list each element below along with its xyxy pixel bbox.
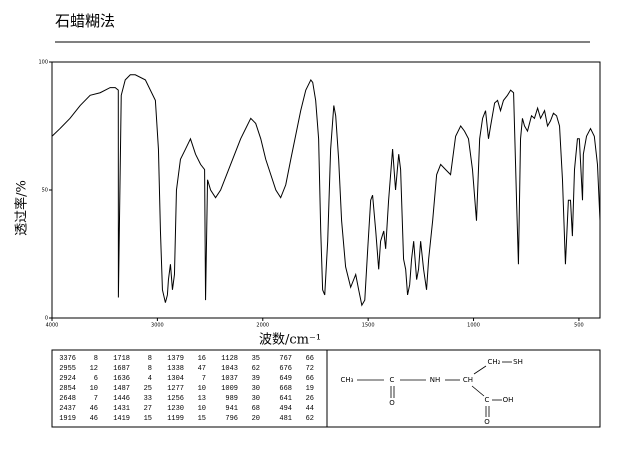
peak-transmittance: 30 [252, 395, 260, 403]
title: 石蜡糊法 [55, 12, 115, 30]
peak-wavenumber: 1431 [113, 405, 130, 413]
peak-transmittance: 15 [198, 415, 206, 423]
x-tick-label: 2000 [256, 323, 269, 329]
peak-wavenumber: 941 [225, 405, 238, 413]
structure-label: NH [430, 376, 441, 384]
peak-wavenumber: 481 [279, 415, 292, 423]
peak-transmittance: 66 [306, 355, 314, 363]
peak-wavenumber: 1487 [113, 385, 130, 393]
x-tick-label: 4000 [46, 323, 59, 329]
peak-transmittance: 20 [252, 415, 260, 423]
structure-label: SH [513, 358, 523, 366]
peak-wavenumber: 1256 [167, 395, 184, 403]
peak-wavenumber: 2955 [59, 365, 76, 373]
peak-wavenumber: 1446 [113, 395, 130, 403]
peak-transmittance: 7 [202, 375, 206, 383]
peak-transmittance: 46 [90, 405, 98, 413]
peak-transmittance: 10 [198, 405, 206, 413]
peak-wavenumber: 1277 [167, 385, 184, 393]
peak-transmittance: 72 [306, 365, 314, 373]
peak-transmittance: 4 [148, 375, 152, 383]
peak-wavenumber: 2854 [59, 385, 76, 393]
x-tick-label: 500 [574, 323, 584, 329]
peak-wavenumber: 649 [279, 375, 292, 383]
peak-wavenumber: 1919 [59, 415, 76, 423]
x-tick-label: 1000 [467, 323, 480, 329]
peak-wavenumber: 796 [225, 415, 238, 423]
peak-transmittance: 19 [306, 385, 314, 393]
peak-transmittance: 46 [90, 415, 98, 423]
y-tick-label: 50 [42, 188, 48, 194]
peak-transmittance: 10 [198, 385, 206, 393]
structure-label: CH₂ [488, 358, 501, 366]
peak-transmittance: 62 [306, 415, 314, 423]
peak-transmittance: 15 [144, 415, 152, 423]
peak-transmittance: 27 [144, 405, 152, 413]
peak-transmittance: 8 [94, 355, 98, 363]
peak-wavenumber: 1009 [221, 385, 238, 393]
peak-wavenumber: 767 [279, 355, 292, 363]
peak-transmittance: 39 [252, 375, 260, 383]
peak-transmittance: 47 [198, 365, 206, 373]
peak-transmittance: 30 [252, 385, 260, 393]
peak-wavenumber: 1128 [221, 355, 238, 363]
peak-wavenumber: 1379 [167, 355, 184, 363]
peak-wavenumber: 1230 [167, 405, 184, 413]
peak-wavenumber: 1304 [167, 375, 184, 383]
peak-wavenumber: 989 [225, 395, 238, 403]
peak-wavenumber: 1199 [167, 415, 184, 423]
peak-transmittance: 62 [252, 365, 260, 373]
peak-wavenumber: 668 [279, 385, 292, 393]
y-tick-label: 100 [38, 60, 48, 66]
structure-label: CH [463, 376, 473, 384]
peak-transmittance: 8 [148, 365, 152, 373]
structure-label: CH₃ [341, 376, 354, 384]
spectrum-line [51, 74, 601, 307]
structure-label: OH [503, 396, 514, 404]
peak-wavenumber: 1037 [221, 375, 238, 383]
peak-transmittance: 12 [90, 365, 98, 373]
peak-wavenumber: 1636 [113, 375, 130, 383]
peak-wavenumber: 641 [279, 395, 292, 403]
peak-wavenumber: 3376 [59, 355, 76, 363]
table-frame [51, 349, 601, 428]
peak-transmittance: 16 [198, 355, 206, 363]
peak-wavenumber: 2437 [59, 405, 76, 413]
peak-wavenumber: 494 [279, 405, 292, 413]
peak-transmittance: 25 [144, 385, 152, 393]
peak-wavenumber: 1419 [113, 415, 130, 423]
peak-transmittance: 13 [198, 395, 206, 403]
peak-transmittance: 6 [94, 375, 98, 383]
peak-transmittance: 33 [144, 395, 152, 403]
y-axis-label: 透过率/% [14, 180, 30, 236]
peak-transmittance: 44 [306, 405, 314, 413]
x-axis-label: 波数/cm⁻¹ [259, 333, 321, 348]
structure-label: C [485, 396, 490, 404]
peak-wavenumber: 2648 [59, 395, 76, 403]
y-tick-label: 0 [45, 316, 48, 322]
peak-wavenumber: 1718 [113, 355, 130, 363]
peak-transmittance: 26 [306, 395, 314, 403]
peak-transmittance: 7 [94, 395, 98, 403]
peak-wavenumber: 2924 [59, 375, 76, 383]
structure-label: C [390, 376, 395, 384]
peak-wavenumber: 1043 [221, 365, 238, 373]
peak-transmittance: 68 [252, 405, 260, 413]
peak-wavenumber: 1338 [167, 365, 184, 373]
peak-transmittance: 35 [252, 355, 260, 363]
x-tick-label: 3000 [151, 323, 164, 329]
x-tick-label: 1500 [362, 323, 375, 329]
structure-label: O [389, 399, 395, 407]
structure-bonds [357, 361, 512, 417]
peak-transmittance: 8 [148, 355, 152, 363]
structure-label: O [484, 418, 490, 426]
peak-transmittance: 10 [90, 385, 98, 393]
peak-wavenumber: 676 [279, 365, 292, 373]
peak-wavenumber: 1687 [113, 365, 130, 373]
peak-transmittance: 66 [306, 375, 314, 383]
